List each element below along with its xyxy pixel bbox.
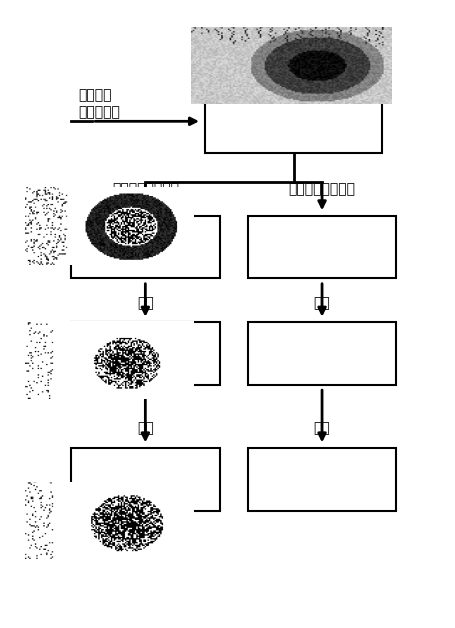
Text: 瞳孔二值化、平滑: 瞳孔二值化、平滑: [288, 182, 355, 196]
Text: 腐蚀: 腐蚀: [136, 296, 153, 310]
Text: 腐蚀: 腐蚀: [313, 296, 330, 310]
FancyBboxPatch shape: [248, 448, 395, 511]
Text: 虹膜二值化、平滑: 虹膜二值化、平滑: [111, 182, 178, 196]
FancyBboxPatch shape: [248, 215, 395, 278]
Text: 膨胀: 膨胀: [136, 421, 153, 436]
FancyBboxPatch shape: [205, 90, 381, 153]
FancyBboxPatch shape: [71, 448, 219, 511]
Text: 膨胀: 膨胀: [313, 421, 330, 436]
FancyBboxPatch shape: [248, 322, 395, 385]
FancyBboxPatch shape: [71, 322, 219, 385]
FancyBboxPatch shape: [71, 215, 219, 278]
Text: 右眼灰阶
直方图均匀: 右眼灰阶 直方图均匀: [78, 89, 120, 119]
